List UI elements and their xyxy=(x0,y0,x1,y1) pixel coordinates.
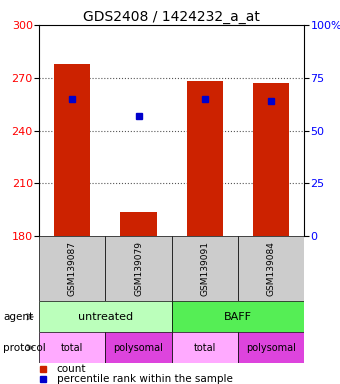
Text: GSM139087: GSM139087 xyxy=(68,241,77,296)
Text: GSM139084: GSM139084 xyxy=(267,242,276,296)
Bar xyxy=(172,332,238,363)
Bar xyxy=(120,212,157,236)
Title: GDS2408 / 1424232_a_at: GDS2408 / 1424232_a_at xyxy=(83,10,260,24)
Bar xyxy=(238,332,304,363)
Text: polysomal: polysomal xyxy=(246,343,296,353)
Bar xyxy=(39,332,105,363)
Bar xyxy=(187,81,223,236)
Text: GSM139079: GSM139079 xyxy=(134,241,143,296)
Bar xyxy=(54,64,90,236)
Bar xyxy=(39,301,172,332)
Bar xyxy=(172,301,304,332)
Bar xyxy=(253,83,289,236)
Text: BAFF: BAFF xyxy=(224,312,252,322)
Text: agent: agent xyxy=(3,312,34,322)
Bar xyxy=(105,332,172,363)
Bar xyxy=(172,236,238,301)
Text: percentile rank within the sample: percentile rank within the sample xyxy=(57,374,233,384)
Text: count: count xyxy=(57,364,86,374)
Text: polysomal: polysomal xyxy=(114,343,164,353)
Text: GSM139091: GSM139091 xyxy=(200,241,209,296)
Text: protocol: protocol xyxy=(3,343,46,353)
Bar xyxy=(105,236,172,301)
Bar xyxy=(39,236,105,301)
Text: untreated: untreated xyxy=(78,312,133,322)
Bar xyxy=(238,236,304,301)
Text: total: total xyxy=(61,343,83,353)
Text: total: total xyxy=(194,343,216,353)
